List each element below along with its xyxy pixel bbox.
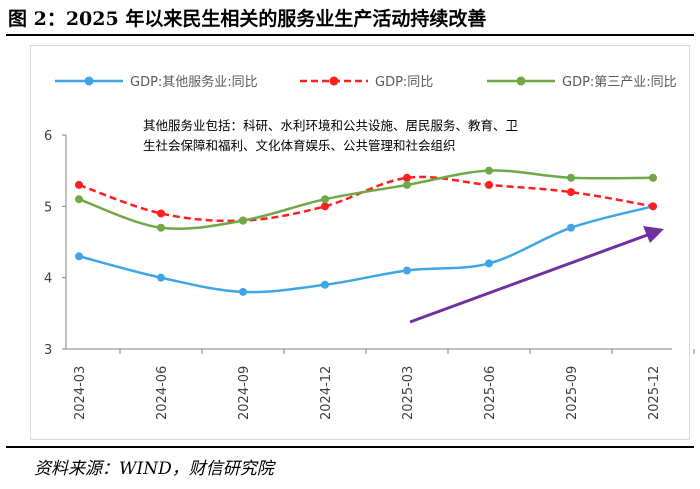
y-tick-label: 5 xyxy=(44,200,52,215)
data-point xyxy=(157,223,165,232)
legend-marker xyxy=(84,76,94,86)
data-point xyxy=(321,280,329,289)
legend-marker xyxy=(329,76,339,86)
data-point xyxy=(485,166,493,175)
trend-arrow-shaft xyxy=(409,232,651,324)
legend-label: GDP:同比 xyxy=(375,75,433,90)
data-point xyxy=(157,273,165,282)
annotation-line-1: 其他服务业包括：科研、水利环境和公共设施、居民服务、教育、卫 xyxy=(143,118,518,133)
series-line xyxy=(78,169,654,231)
data-point xyxy=(649,202,657,211)
data-point xyxy=(75,180,83,189)
y-tick-label: 6 xyxy=(44,129,52,144)
legend: GDP:其他服务业:同比 GDP:同比 GDP:第三产业:同比 xyxy=(55,74,677,90)
data-point xyxy=(485,180,493,189)
x-tick-label: 2025-03 xyxy=(401,366,416,420)
trend-arrow xyxy=(409,226,664,324)
x-tick-label: 2025-09 xyxy=(565,366,580,420)
series-line xyxy=(78,205,654,294)
legend-label: GDP:其他服务业:同比 xyxy=(130,74,258,90)
series-0 xyxy=(75,202,657,296)
data-point xyxy=(403,173,411,182)
x-tick-label: 2025-12 xyxy=(647,366,662,420)
figure-title: 图 2：2025 年以来民生相关的服务业生产活动持续改善 xyxy=(8,8,487,30)
source-note: 资料来源：WIND，财信研究院 xyxy=(34,459,274,479)
data-point xyxy=(567,188,575,197)
data-point xyxy=(75,195,83,204)
data-point xyxy=(649,173,657,182)
source-rule xyxy=(6,446,694,448)
data-point xyxy=(321,195,329,204)
data-point xyxy=(403,266,411,275)
legend-marker xyxy=(516,76,526,86)
data-point xyxy=(75,252,83,261)
annotation-line-2: 生社会保障和福利、文化体育娱乐、公共管理和社会组织 xyxy=(143,138,456,153)
x-tick-label: 2024-09 xyxy=(237,366,252,420)
series-2 xyxy=(75,166,657,232)
data-point xyxy=(239,216,247,225)
x-tick-label: 2025-06 xyxy=(483,366,498,420)
x-tick-label: 2024-03 xyxy=(73,366,88,420)
legend-label: GDP:第三产业:同比 xyxy=(562,75,677,90)
data-point xyxy=(567,173,575,182)
data-point xyxy=(485,259,493,268)
data-point xyxy=(403,180,411,189)
data-point xyxy=(157,209,165,218)
data-point xyxy=(321,202,329,211)
y-tick-label: 4 xyxy=(44,272,52,287)
chart-frame xyxy=(30,45,690,440)
trend-arrow-head xyxy=(643,226,664,243)
title-rule xyxy=(6,34,694,36)
x-tick-label: 2024-06 xyxy=(155,366,170,420)
data-point xyxy=(567,223,575,232)
series-line xyxy=(78,175,654,223)
x-tick-label: 2024-12 xyxy=(319,366,334,420)
data-point xyxy=(239,287,247,296)
y-tick-label: 3 xyxy=(44,343,52,358)
